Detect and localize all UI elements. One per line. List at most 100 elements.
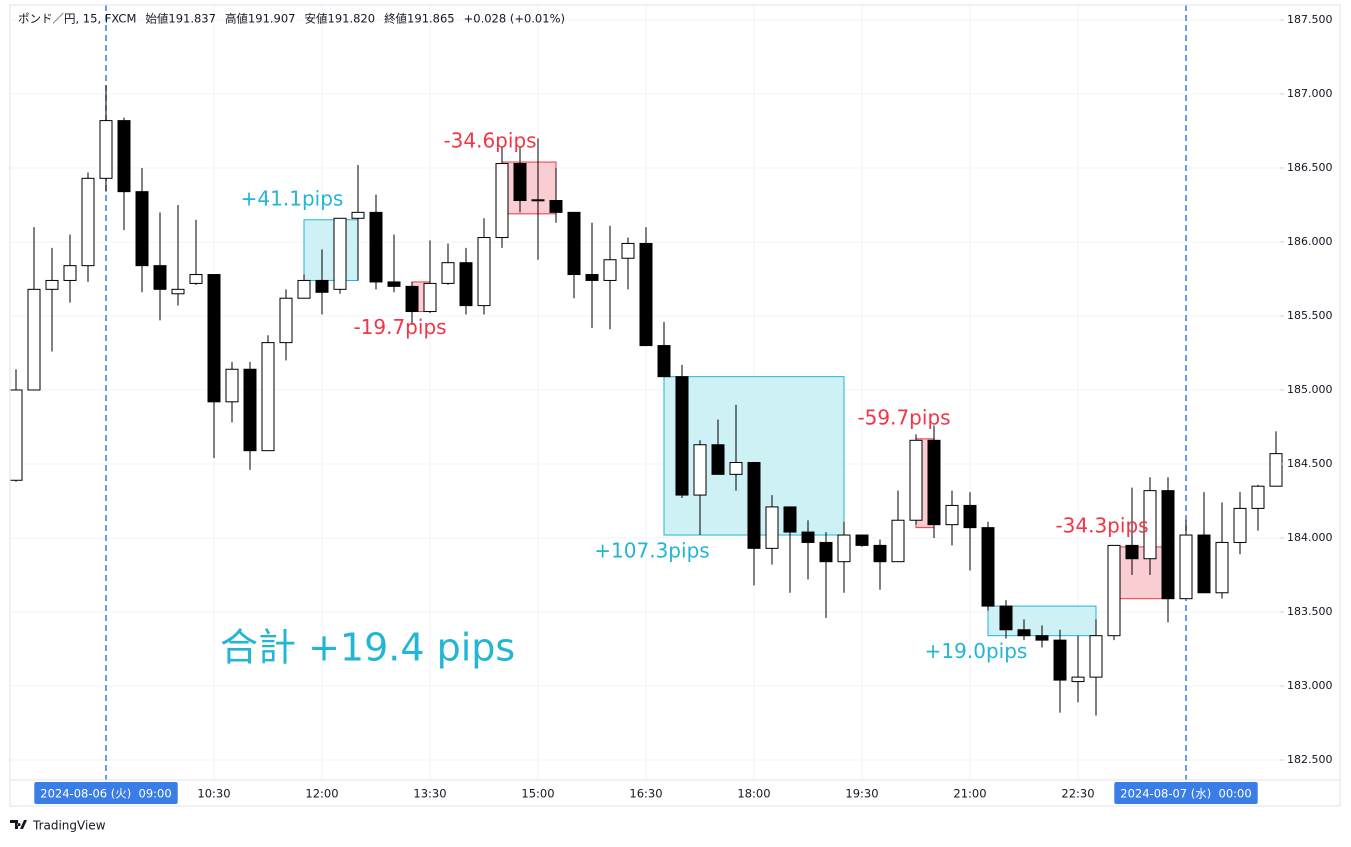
candle-body	[261, 342, 275, 452]
candle-body	[765, 506, 779, 549]
total-label: 合計 +19.4 pips	[220, 626, 515, 670]
logo[interactable]: TradingView	[10, 819, 106, 833]
candle-body	[1107, 544, 1121, 637]
candle-body	[1035, 635, 1049, 641]
y-tick-label: 183.000	[1287, 679, 1333, 692]
candle-body	[603, 259, 617, 281]
candle-body	[297, 279, 311, 299]
candle-body	[963, 504, 977, 529]
candle-body	[1143, 490, 1157, 560]
candle-body	[9, 389, 23, 481]
trade-label: -59.7pips	[857, 405, 950, 429]
candle-body	[909, 439, 923, 521]
candle-body	[711, 444, 725, 475]
candle-body	[1161, 490, 1175, 600]
candle-body	[819, 541, 833, 563]
candle-body	[351, 211, 365, 219]
candle-body	[81, 177, 95, 267]
y-tick-label: 187.500	[1287, 13, 1333, 26]
candle-body	[171, 288, 185, 295]
candle-body	[1017, 629, 1031, 637]
candle-body	[477, 237, 491, 307]
candle-body	[1269, 453, 1283, 487]
header-open: 始値191.837	[145, 12, 216, 26]
candle-body	[333, 217, 347, 290]
candle-body	[513, 163, 527, 202]
x-tick-label: 22:30	[1061, 787, 1094, 801]
x-tick-label: 2024-08-07 (水) 00:00	[1120, 787, 1251, 801]
candle-body	[1197, 534, 1211, 594]
y-tick-label: 184.500	[1287, 457, 1333, 470]
candle-body	[1179, 534, 1193, 600]
logo-text[interactable]: TradingView	[32, 819, 106, 833]
candle-body	[783, 506, 797, 533]
candle-body	[279, 297, 293, 344]
x-tick-label: 12:00	[305, 787, 338, 801]
x-tick-label: 19:30	[845, 787, 878, 801]
candle-body	[387, 281, 401, 287]
session-tag	[1114, 782, 1258, 804]
candle-body	[639, 242, 653, 347]
y-tick-label: 186.000	[1287, 235, 1333, 248]
candle-body	[855, 534, 869, 546]
candle-body	[693, 444, 707, 496]
candle-body	[441, 262, 455, 284]
candle-body	[657, 345, 671, 378]
candle-body	[873, 544, 887, 563]
candle-body	[981, 527, 995, 607]
candle-body	[135, 191, 149, 267]
header-high: 高値191.907	[225, 12, 296, 26]
candle-body	[63, 265, 77, 281]
candle-body	[1251, 485, 1265, 509]
trade-label: -34.6pips	[443, 129, 536, 153]
candle-body	[27, 288, 41, 391]
y-tick-label: 187.000	[1287, 87, 1333, 100]
candle-body	[315, 279, 329, 293]
candle-body	[747, 462, 761, 549]
y-tick-label: 186.500	[1287, 161, 1333, 174]
trade-label: -34.3pips	[1055, 513, 1148, 537]
y-tick-label: 185.000	[1287, 383, 1333, 396]
candle-body	[369, 211, 383, 283]
candle-body	[729, 462, 743, 475]
candle-body	[567, 211, 581, 276]
candle-body	[423, 282, 437, 313]
candle-body	[495, 163, 509, 239]
trade-box	[1113, 546, 1169, 600]
header-change: +0.028 (+0.01%)	[464, 12, 565, 26]
candle-body	[531, 199, 545, 202]
trade-label: +19.0pips	[925, 639, 1028, 663]
candle-layer	[9, 85, 1283, 716]
candle-body	[1233, 507, 1247, 543]
candle-body	[1125, 544, 1139, 560]
header-low: 安値191.820	[305, 12, 376, 26]
logo-icon	[10, 820, 27, 829]
candle-body	[1053, 639, 1067, 681]
candle-body	[459, 262, 473, 307]
label-layer: 182.500 183.000 183.500 184.000 184.500 185.0…	[34, 13, 1333, 804]
candle-body	[99, 120, 113, 179]
candle-body	[927, 439, 941, 526]
candle-body	[225, 368, 239, 403]
candle-body	[153, 265, 167, 290]
candle-body	[549, 200, 563, 213]
y-tick-label: 184.000	[1287, 531, 1333, 544]
candle-body	[405, 285, 419, 313]
chart-frame	[9, 4, 1341, 807]
x-tick-label: 2024-08-06 (火) 09:00	[40, 787, 171, 801]
x-tick-label: 21:00	[953, 787, 986, 801]
trade-box	[501, 161, 557, 215]
session-tag	[34, 782, 178, 804]
trade-label: +107.3pips	[594, 539, 709, 563]
x-tick-label: 10:30	[197, 787, 230, 801]
candle-body	[117, 120, 131, 193]
trade-label: +41.1pips	[241, 186, 344, 210]
candle-body	[585, 274, 599, 281]
candle-body	[1071, 676, 1085, 683]
candle-body	[207, 274, 221, 403]
header-symbol: ポンド／円, 15, FXCM	[18, 12, 136, 26]
x-tick-label: 13:30	[413, 787, 446, 801]
x-tick-label: 15:00	[521, 787, 554, 801]
